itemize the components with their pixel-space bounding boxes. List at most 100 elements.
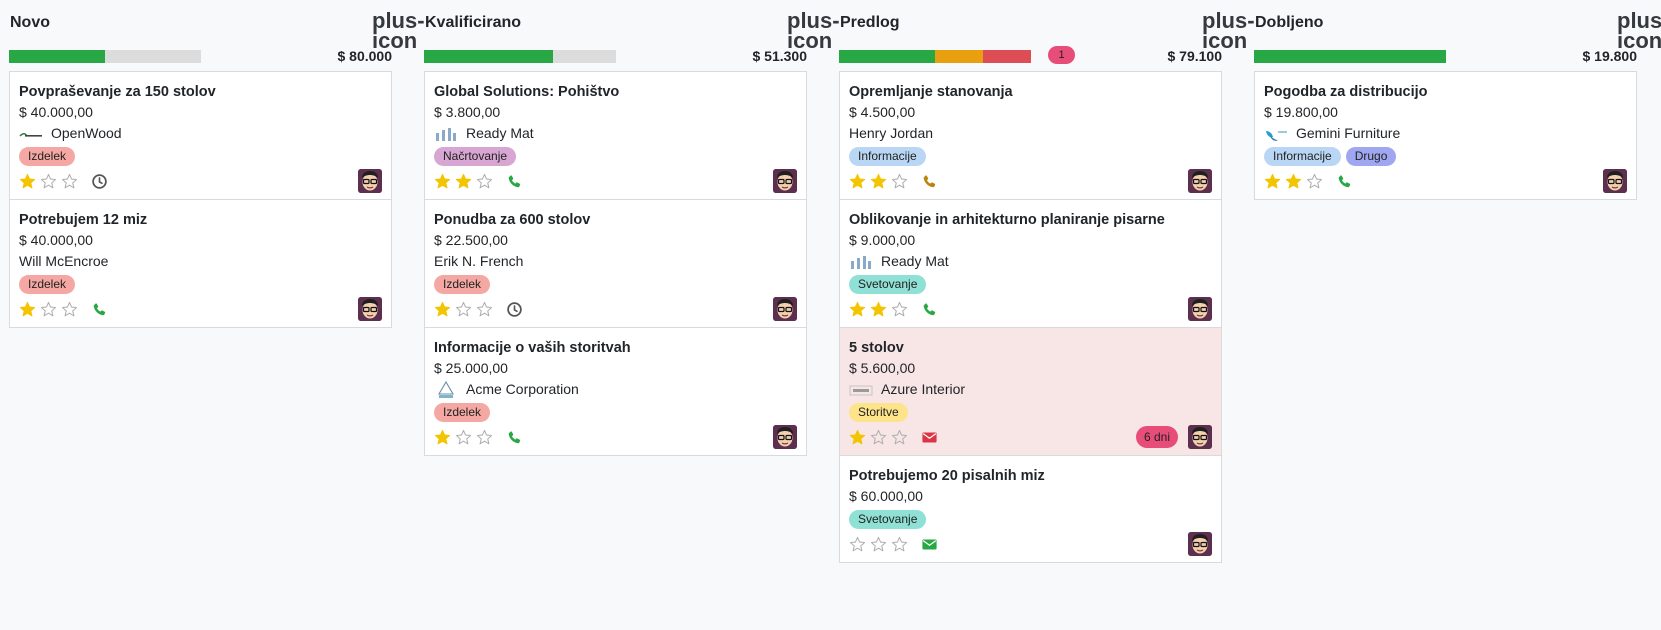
opportunity-card[interactable]: Potrebujemo 20 pisalnih miz $ 60.000,00 Sv…	[840, 456, 1221, 562]
overdue-count-badge[interactable]: 1	[1048, 46, 1075, 64]
priority-stars	[19, 301, 78, 318]
opportunity-card[interactable]: Ponudba za 600 stolov $ 22.500,00 Erik N. …	[425, 200, 806, 328]
star-icon[interactable]	[1306, 173, 1323, 190]
star-icon[interactable]	[870, 301, 887, 318]
avatar[interactable]	[1188, 532, 1212, 556]
plus-icon[interactable]: plus-icon	[1617, 8, 1661, 53]
star-icon[interactable]	[849, 301, 866, 318]
star-icon[interactable]	[891, 536, 908, 553]
readymat-logo	[849, 253, 873, 271]
star-icon[interactable]	[40, 173, 57, 190]
column-title[interactable]: Predlog	[840, 14, 900, 31]
avatar[interactable]	[1188, 297, 1212, 321]
column-title[interactable]: Kvalificirano	[425, 14, 522, 31]
star-icon[interactable]	[455, 429, 472, 446]
tag-badge: Načrtovanje	[434, 147, 517, 166]
card-footer: 6 dni	[849, 422, 1212, 455]
avatar[interactable]	[358, 297, 382, 321]
card-amount: $ 19.800,00	[1264, 104, 1338, 120]
star-icon[interactable]	[476, 173, 493, 190]
partner-name: Ready Mat	[881, 253, 949, 269]
star-icon[interactable]	[434, 429, 451, 446]
opportunity-card[interactable]: Global Solutions: Pohištvo $ 3.800,00 Read…	[425, 72, 806, 200]
card-title: Global Solutions: Pohištvo	[434, 84, 620, 100]
column-progress-bar[interactable]	[9, 50, 201, 63]
tag-badge: Izdelek	[434, 403, 491, 422]
envelope-icon[interactable]	[921, 429, 938, 446]
plus-icon[interactable]: plus-icon	[1202, 8, 1255, 53]
avatar[interactable]	[773, 169, 797, 193]
tag-badge: Drugo	[1345, 147, 1397, 166]
progress-segment[interactable]	[935, 50, 983, 63]
priority-stars	[849, 429, 908, 446]
star-icon[interactable]	[891, 173, 908, 190]
card-amount: $ 5.600,00	[849, 360, 916, 376]
column-progress-bar[interactable]	[839, 50, 1031, 63]
opportunity-card[interactable]: Povpraševanje za 150 stolov $ 40.000,00 Op…	[10, 72, 391, 200]
opportunity-card[interactable]: Informacije o vaših storitvah $ 25.000,00…	[425, 328, 806, 455]
phone-icon[interactable]	[506, 429, 523, 446]
column-progress-bar[interactable]	[1254, 50, 1446, 63]
phone-icon[interactable]	[921, 301, 938, 318]
phone-icon[interactable]	[506, 173, 523, 190]
progress-segment[interactable]	[839, 50, 935, 63]
star-icon[interactable]	[434, 301, 451, 318]
phone-icon[interactable]	[91, 301, 108, 318]
opportunity-card[interactable]: 5 stolov $ 5.600,00 Azure Interior Storitve…	[840, 328, 1221, 456]
priority-stars	[434, 429, 493, 446]
star-icon[interactable]	[434, 173, 451, 190]
column-progress-row: $ 19.800	[1254, 44, 1637, 71]
star-icon[interactable]	[476, 429, 493, 446]
star-icon[interactable]	[1264, 173, 1281, 190]
star-icon[interactable]	[849, 429, 866, 446]
avatar[interactable]	[1188, 169, 1212, 193]
avatar[interactable]	[1603, 169, 1627, 193]
star-icon[interactable]	[19, 301, 36, 318]
star-icon[interactable]	[849, 536, 866, 553]
star-icon[interactable]	[870, 536, 887, 553]
opportunity-card[interactable]: Opremljanje stanovanja $ 4.500,00 Henry Jo…	[840, 72, 1221, 200]
avatar[interactable]	[773, 297, 797, 321]
clock-icon[interactable]	[506, 301, 523, 318]
star-icon[interactable]	[40, 301, 57, 318]
avatar[interactable]	[1188, 425, 1212, 449]
card-partner: Erik N. French	[434, 251, 797, 272]
phone-icon[interactable]	[1336, 173, 1353, 190]
star-icon[interactable]	[849, 173, 866, 190]
progress-segment[interactable]	[983, 50, 1031, 63]
avatar[interactable]	[773, 425, 797, 449]
plus-icon[interactable]: plus-icon	[787, 8, 840, 53]
clock-icon[interactable]	[91, 173, 108, 190]
tag-list: Informacije Drugo	[1264, 147, 1627, 166]
star-icon[interactable]	[19, 173, 36, 190]
column-progress-bar[interactable]	[424, 50, 616, 63]
star-icon[interactable]	[61, 173, 78, 190]
card-title: Oblikovanje in arhitekturno planiranje p…	[849, 212, 1165, 228]
star-icon[interactable]	[455, 173, 472, 190]
star-icon[interactable]	[476, 301, 493, 318]
avatar[interactable]	[358, 169, 382, 193]
star-icon[interactable]	[891, 429, 908, 446]
column-title[interactable]: Novo	[10, 14, 50, 31]
star-icon[interactable]	[891, 301, 908, 318]
card-title: Potrebujem 12 miz	[19, 212, 148, 228]
star-icon[interactable]	[870, 173, 887, 190]
opportunity-card[interactable]: Potrebujem 12 miz $ 40.000,00 Will McEncro…	[10, 200, 391, 327]
column-total: $ 19.800	[1582, 48, 1638, 64]
envelope-icon[interactable]	[921, 536, 938, 553]
progress-segment[interactable]	[424, 50, 553, 63]
plus-icon[interactable]: plus-icon	[372, 8, 425, 53]
phone-icon[interactable]	[921, 173, 938, 190]
card-amount: $ 60.000,00	[849, 488, 923, 504]
progress-segment[interactable]	[1254, 50, 1446, 63]
opportunity-card[interactable]: Pogodba za distribucijo $ 19.800,00 Gemini…	[1255, 72, 1636, 199]
opportunity-card[interactable]: Oblikovanje in arhitekturno planiranje p…	[840, 200, 1221, 328]
star-icon[interactable]	[61, 301, 78, 318]
card-amount: $ 9.000,00	[849, 232, 916, 248]
star-icon[interactable]	[1285, 173, 1302, 190]
star-icon[interactable]	[870, 429, 887, 446]
card-title: Povpraševanje za 150 stolov	[19, 84, 216, 100]
star-icon[interactable]	[455, 301, 472, 318]
column-title[interactable]: Dobljeno	[1255, 14, 1324, 31]
progress-segment[interactable]	[9, 50, 105, 63]
